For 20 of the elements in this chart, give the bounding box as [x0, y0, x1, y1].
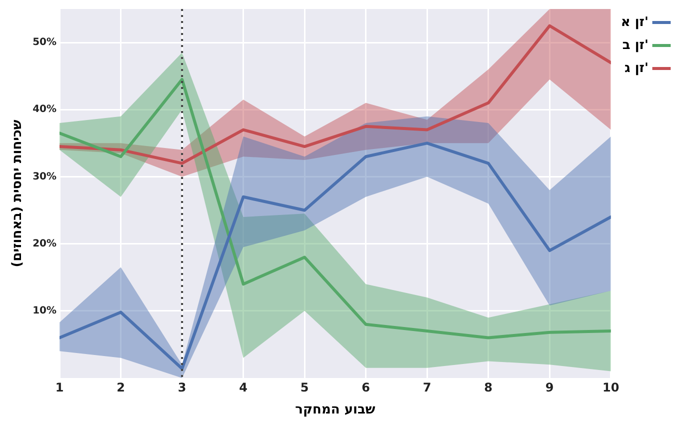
- x-tick-label: 3: [178, 380, 186, 394]
- x-axis-title: שבוע המחקר: [295, 402, 376, 418]
- x-tick-label: 1: [55, 380, 64, 394]
- y-tick-label: 10%: [32, 306, 57, 317]
- x-tick-label: 8: [484, 380, 493, 394]
- legend-label: זן ג': [624, 60, 648, 76]
- y-tick-label: 30%: [32, 171, 57, 182]
- y-tick-label: 40%: [32, 104, 57, 116]
- x-tick-label: 7: [422, 380, 432, 394]
- x-tick-label: 4: [239, 380, 248, 394]
- legend-label: זן א': [620, 14, 648, 30]
- x-tick-label: 6: [362, 380, 370, 394]
- x-tick-label: 10: [602, 380, 620, 394]
- x-tick-label: 2: [116, 380, 125, 394]
- y-axis-title: שכיחות יחסית (באחוזים): [10, 120, 26, 268]
- legend-label: זן ב': [622, 38, 648, 53]
- y-tick-label: 50%: [32, 37, 57, 48]
- x-tick-label: 9: [545, 380, 554, 394]
- x-tick-label: 5: [300, 380, 309, 394]
- y-tick-label: 20%: [32, 238, 57, 250]
